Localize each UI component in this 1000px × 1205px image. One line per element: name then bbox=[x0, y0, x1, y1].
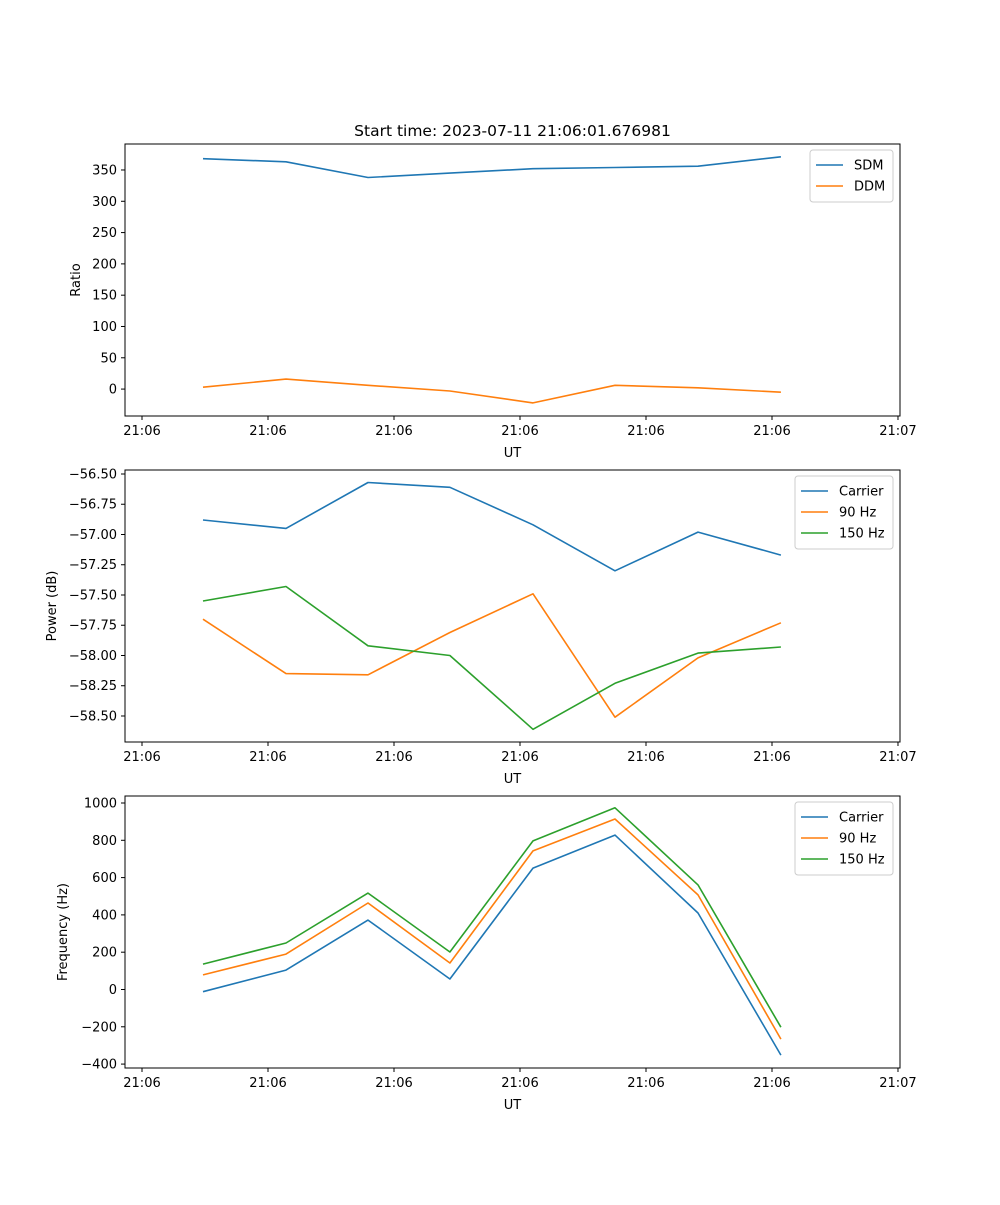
legend-label: DDM bbox=[854, 180, 885, 195]
y-tick-label: −58.50 bbox=[69, 709, 117, 724]
legend-label: Carrier bbox=[839, 811, 884, 826]
x-tick-label: 21:07 bbox=[879, 1076, 916, 1091]
y-tick-label: −58.00 bbox=[69, 649, 117, 664]
series-line-ddm bbox=[203, 379, 781, 403]
axes-frame bbox=[125, 144, 900, 416]
x-tick-label: 21:06 bbox=[249, 1076, 286, 1091]
series-line-sdm bbox=[203, 157, 781, 178]
y-tick-label: 0 bbox=[109, 383, 117, 398]
x-tick-label: 21:06 bbox=[501, 1076, 538, 1091]
y-tick-label: 100 bbox=[92, 320, 117, 335]
y-tick-label: 300 bbox=[92, 195, 117, 210]
x-tick-label: 21:06 bbox=[123, 424, 160, 439]
y-tick-label: 800 bbox=[92, 834, 117, 849]
legend: Carrier 90 Hz 150 Hz bbox=[795, 802, 893, 875]
x-tick-label: 21:06 bbox=[753, 424, 790, 439]
x-tick-label: 21:06 bbox=[627, 424, 664, 439]
chart-title: Start time: 2023-07-11 21:06:01.676981 bbox=[354, 122, 671, 140]
legend: SDM DDM bbox=[810, 150, 893, 202]
series-line-90-hz bbox=[203, 594, 781, 717]
y-tick-label: −56.50 bbox=[69, 467, 117, 482]
subplot-1: 21:06 21:06 21:06 21:06 21:06 21:06 21:07 0 50 10… bbox=[69, 122, 917, 461]
axes-frame bbox=[125, 796, 900, 1068]
x-tick-label: 21:06 bbox=[375, 1076, 412, 1091]
legend-label: 90 Hz bbox=[839, 506, 876, 521]
y-tick-label: 200 bbox=[92, 257, 117, 272]
y-tick-label: 400 bbox=[92, 908, 117, 923]
y-axis-label: Frequency (Hz) bbox=[56, 883, 71, 981]
y-tick-label: −400 bbox=[81, 1058, 117, 1073]
y-axis-label: Power (dB) bbox=[45, 571, 60, 642]
series-line-150-hz bbox=[203, 587, 781, 730]
y-tick-label: 250 bbox=[92, 226, 117, 241]
x-axis-label: UT bbox=[504, 1098, 522, 1113]
x-tick-label: 21:06 bbox=[753, 750, 790, 765]
series-line-90-hz bbox=[203, 819, 781, 1039]
legend-label: 150 Hz bbox=[839, 527, 885, 542]
x-tick-label: 21:06 bbox=[753, 1076, 790, 1091]
series-line-150-hz bbox=[203, 808, 781, 1027]
y-tick-label: 50 bbox=[100, 351, 117, 366]
x-tick-label: 21:06 bbox=[375, 750, 412, 765]
x-tick-label: 21:06 bbox=[249, 424, 286, 439]
series-line-carrier bbox=[203, 835, 781, 1055]
legend-label: 90 Hz bbox=[839, 832, 876, 847]
x-tick-label: 21:06 bbox=[627, 750, 664, 765]
x-tick-label: 21:06 bbox=[501, 424, 538, 439]
series-line-carrier bbox=[203, 483, 781, 571]
x-tick-label: 21:06 bbox=[501, 750, 538, 765]
x-tick-label: 21:06 bbox=[123, 750, 160, 765]
y-tick-label: −57.50 bbox=[69, 588, 117, 603]
x-tick-label: 21:07 bbox=[879, 750, 916, 765]
y-tick-label: −57.00 bbox=[69, 528, 117, 543]
x-axis-label: UT bbox=[504, 772, 522, 787]
x-tick-label: 21:07 bbox=[879, 424, 916, 439]
y-axis-label: Ratio bbox=[69, 263, 84, 296]
y-tick-label: 600 bbox=[92, 871, 117, 886]
subplot-2: 21:06 21:06 21:06 21:06 21:06 21:06 21:07 −56.5… bbox=[45, 467, 917, 787]
y-tick-label: 1000 bbox=[84, 796, 117, 811]
x-tick-label: 21:06 bbox=[627, 1076, 664, 1091]
y-tick-label: −56.75 bbox=[69, 498, 117, 513]
x-tick-label: 21:06 bbox=[375, 424, 412, 439]
y-tick-label: −57.25 bbox=[69, 558, 117, 573]
legend-label: Carrier bbox=[839, 485, 884, 500]
y-tick-label: 200 bbox=[92, 946, 117, 961]
y-tick-label: 150 bbox=[92, 289, 117, 304]
axes-frame bbox=[125, 470, 900, 742]
x-tick-label: 21:06 bbox=[123, 1076, 160, 1091]
subplot-3: 21:06 21:06 21:06 21:06 21:06 21:06 21:07 −400 −… bbox=[56, 796, 917, 1113]
legend-label: 150 Hz bbox=[839, 853, 885, 868]
y-tick-label: −57.75 bbox=[69, 619, 117, 634]
x-tick-label: 21:06 bbox=[249, 750, 286, 765]
y-tick-label: 0 bbox=[109, 983, 117, 998]
legend: Carrier 90 Hz 150 Hz bbox=[795, 476, 893, 549]
y-tick-label: −200 bbox=[81, 1020, 117, 1035]
x-axis-label: UT bbox=[504, 446, 522, 461]
y-tick-label: −58.25 bbox=[69, 679, 117, 694]
legend-label: SDM bbox=[854, 159, 883, 174]
y-tick-label: 350 bbox=[92, 163, 117, 178]
